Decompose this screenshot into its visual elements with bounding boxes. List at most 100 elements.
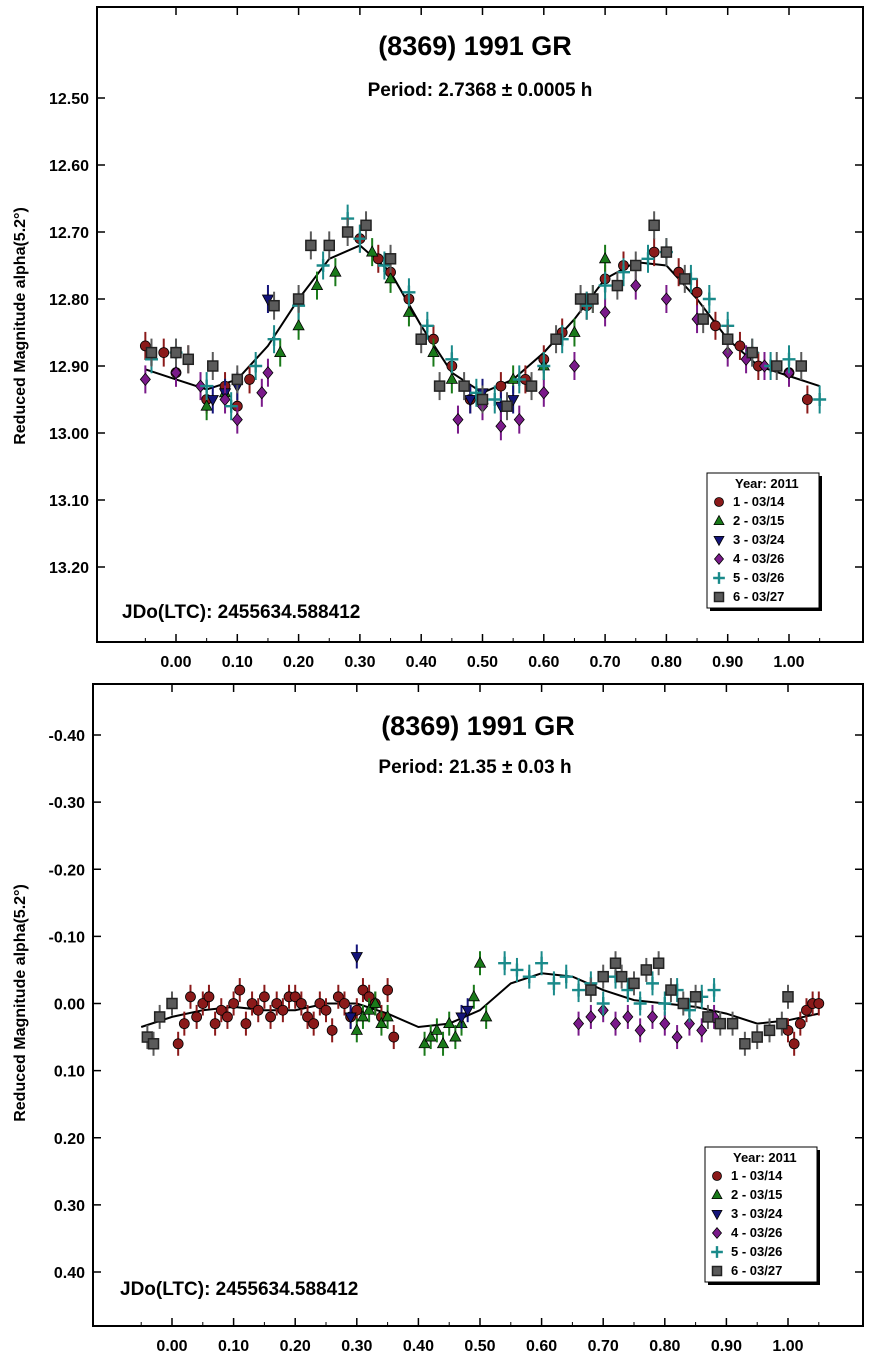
y-tick-label: -0.40 bbox=[49, 728, 86, 745]
data-point bbox=[467, 989, 481, 1002]
data-point bbox=[262, 366, 274, 380]
axis-ticks: 0.00 0.10 0.20 0.30 0.40 0.50 0.60 0.70 0.80 0.90… bbox=[49, 684, 863, 1355]
lightcurve-panel-bottom: (8369) 1991 GR Period: 21.35 ± 0.03 h Re… bbox=[12, 683, 864, 1355]
data-point bbox=[634, 1023, 646, 1037]
y-tick-label: 12.50 bbox=[49, 91, 89, 108]
data-point bbox=[464, 395, 477, 407]
data-point bbox=[488, 393, 502, 406]
x-tick-label: 0.80 bbox=[651, 654, 682, 671]
data-point bbox=[630, 259, 642, 272]
data-point bbox=[360, 219, 372, 232]
data-point bbox=[305, 239, 317, 252]
data-point bbox=[641, 252, 655, 266]
data-point bbox=[659, 1017, 671, 1031]
y-tick-label: -0.30 bbox=[49, 795, 86, 812]
data-point bbox=[788, 1038, 800, 1050]
data-point bbox=[622, 1010, 634, 1024]
data-point bbox=[265, 1011, 276, 1023]
data-point bbox=[702, 292, 716, 306]
data-point bbox=[172, 1038, 184, 1050]
data-point bbox=[615, 970, 628, 983]
data-point bbox=[356, 1010, 370, 1022]
chart-title: (8369) 1991 GR bbox=[378, 31, 572, 61]
data-point bbox=[166, 997, 178, 1010]
data-point bbox=[249, 359, 263, 373]
x-tick-label: 0.70 bbox=[590, 654, 621, 671]
chart-subtitle: Period: 2.7368 ± 0.0005 h bbox=[368, 80, 593, 101]
y-tick-label: 12.80 bbox=[49, 292, 89, 309]
legend-box bbox=[704, 1146, 818, 1283]
x-tick-label: 1.00 bbox=[772, 1338, 803, 1355]
data-point bbox=[633, 997, 647, 1010]
data-point bbox=[572, 983, 586, 997]
data-point bbox=[384, 253, 397, 265]
data-point bbox=[420, 319, 434, 333]
legend-marker bbox=[711, 1265, 723, 1277]
data-point bbox=[512, 372, 526, 386]
data-point bbox=[611, 279, 624, 292]
data-point bbox=[339, 998, 350, 1009]
data-point bbox=[763, 1024, 776, 1037]
data-point bbox=[449, 1030, 462, 1042]
data-point bbox=[682, 1003, 696, 1017]
data-point bbox=[616, 265, 630, 279]
legend-entry: 2 - 03/15 bbox=[733, 513, 784, 528]
data-point bbox=[660, 292, 672, 306]
data-point bbox=[302, 1011, 313, 1023]
data-point bbox=[222, 1011, 233, 1023]
data-point bbox=[388, 1031, 400, 1043]
data-point bbox=[415, 333, 427, 345]
data-point bbox=[209, 1018, 221, 1030]
data-point bbox=[200, 379, 214, 393]
legend-marker bbox=[713, 591, 725, 603]
data-point bbox=[158, 347, 170, 359]
legend-marker bbox=[711, 1226, 723, 1240]
data-point bbox=[452, 412, 464, 427]
data-point bbox=[329, 265, 342, 277]
legend-entry: 5 - 03/26 bbox=[733, 570, 784, 585]
data-points bbox=[139, 204, 827, 441]
data-point bbox=[679, 273, 691, 285]
x-tick-label: 0.90 bbox=[712, 654, 743, 671]
lightcurve-panel-top: (8369) 1991 GR Period: 2.7368 ± 0.0005 h… bbox=[12, 6, 864, 671]
data-point bbox=[547, 976, 561, 990]
data-point bbox=[445, 372, 459, 384]
data-point bbox=[240, 1018, 252, 1030]
data-point bbox=[697, 313, 709, 325]
data-point bbox=[295, 998, 307, 1009]
x-tick-label: 1.00 bbox=[773, 654, 804, 671]
data-point bbox=[658, 997, 672, 1010]
data-point bbox=[795, 360, 808, 372]
data-point bbox=[609, 957, 622, 969]
data-point bbox=[418, 1036, 431, 1049]
data-point bbox=[320, 1004, 332, 1016]
data-point bbox=[445, 352, 459, 366]
data-point bbox=[726, 1017, 739, 1030]
y-tick-label: 0.40 bbox=[54, 1265, 85, 1282]
legend-marker bbox=[711, 1188, 723, 1199]
data-point bbox=[495, 419, 507, 433]
chart-title: (8369) 1991 GR bbox=[381, 711, 575, 741]
data-point bbox=[537, 359, 551, 373]
data-point bbox=[621, 983, 635, 997]
data-point bbox=[357, 984, 369, 996]
data-point bbox=[580, 299, 594, 313]
y-tick-label: 13.10 bbox=[49, 493, 89, 510]
data-point bbox=[268, 299, 280, 312]
data-point bbox=[801, 394, 813, 405]
data-point bbox=[382, 984, 394, 996]
data-point bbox=[776, 1017, 788, 1030]
data-point bbox=[433, 380, 446, 392]
legend-marker bbox=[711, 1246, 723, 1258]
data-point bbox=[597, 970, 609, 983]
data-point bbox=[794, 1018, 806, 1030]
data-point bbox=[702, 1011, 714, 1023]
data-point bbox=[473, 956, 487, 968]
data-point bbox=[443, 1016, 456, 1029]
data-point bbox=[598, 279, 612, 293]
data-point bbox=[231, 373, 244, 386]
chart-subtitle: Period: 21.35 ± 0.03 h bbox=[378, 757, 571, 778]
data-point bbox=[206, 395, 219, 407]
data-point bbox=[587, 293, 599, 305]
